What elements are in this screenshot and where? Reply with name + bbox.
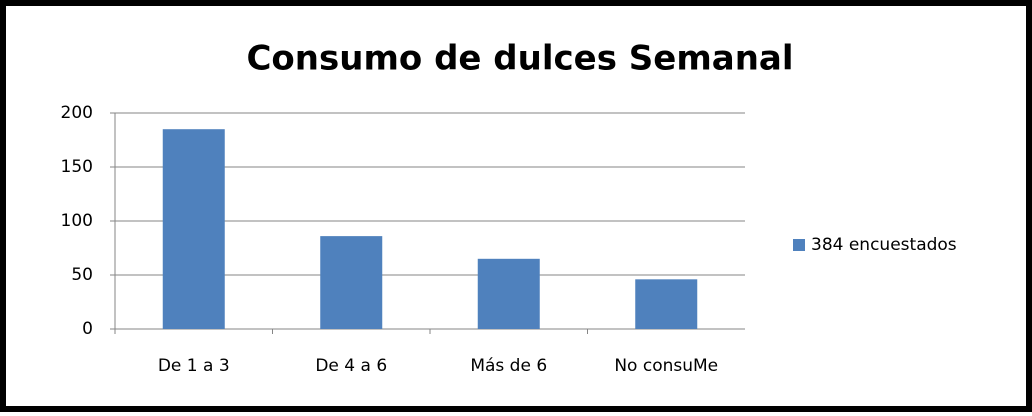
bar: [320, 236, 383, 329]
x-tick-label: No consuMe: [614, 356, 718, 376]
bar: [162, 129, 225, 329]
bar: [635, 279, 698, 329]
y-tick-label: 0: [82, 319, 93, 339]
x-tick-label: De 1 a 3: [158, 356, 230, 376]
bar: [477, 258, 540, 329]
y-tick-label: 150: [61, 157, 93, 177]
y-tick-label: 100: [61, 211, 93, 231]
x-tick-label: De 4 a 6: [315, 356, 387, 376]
chart-title: Consumo de dulces Semanal: [246, 39, 793, 79]
y-tick-label: 50: [71, 265, 93, 285]
legend-swatch: [793, 239, 805, 251]
y-tick-label: 200: [61, 103, 93, 123]
x-tick-label: Más de 6: [470, 356, 547, 376]
legend-label: 384 encuestados: [811, 235, 957, 255]
